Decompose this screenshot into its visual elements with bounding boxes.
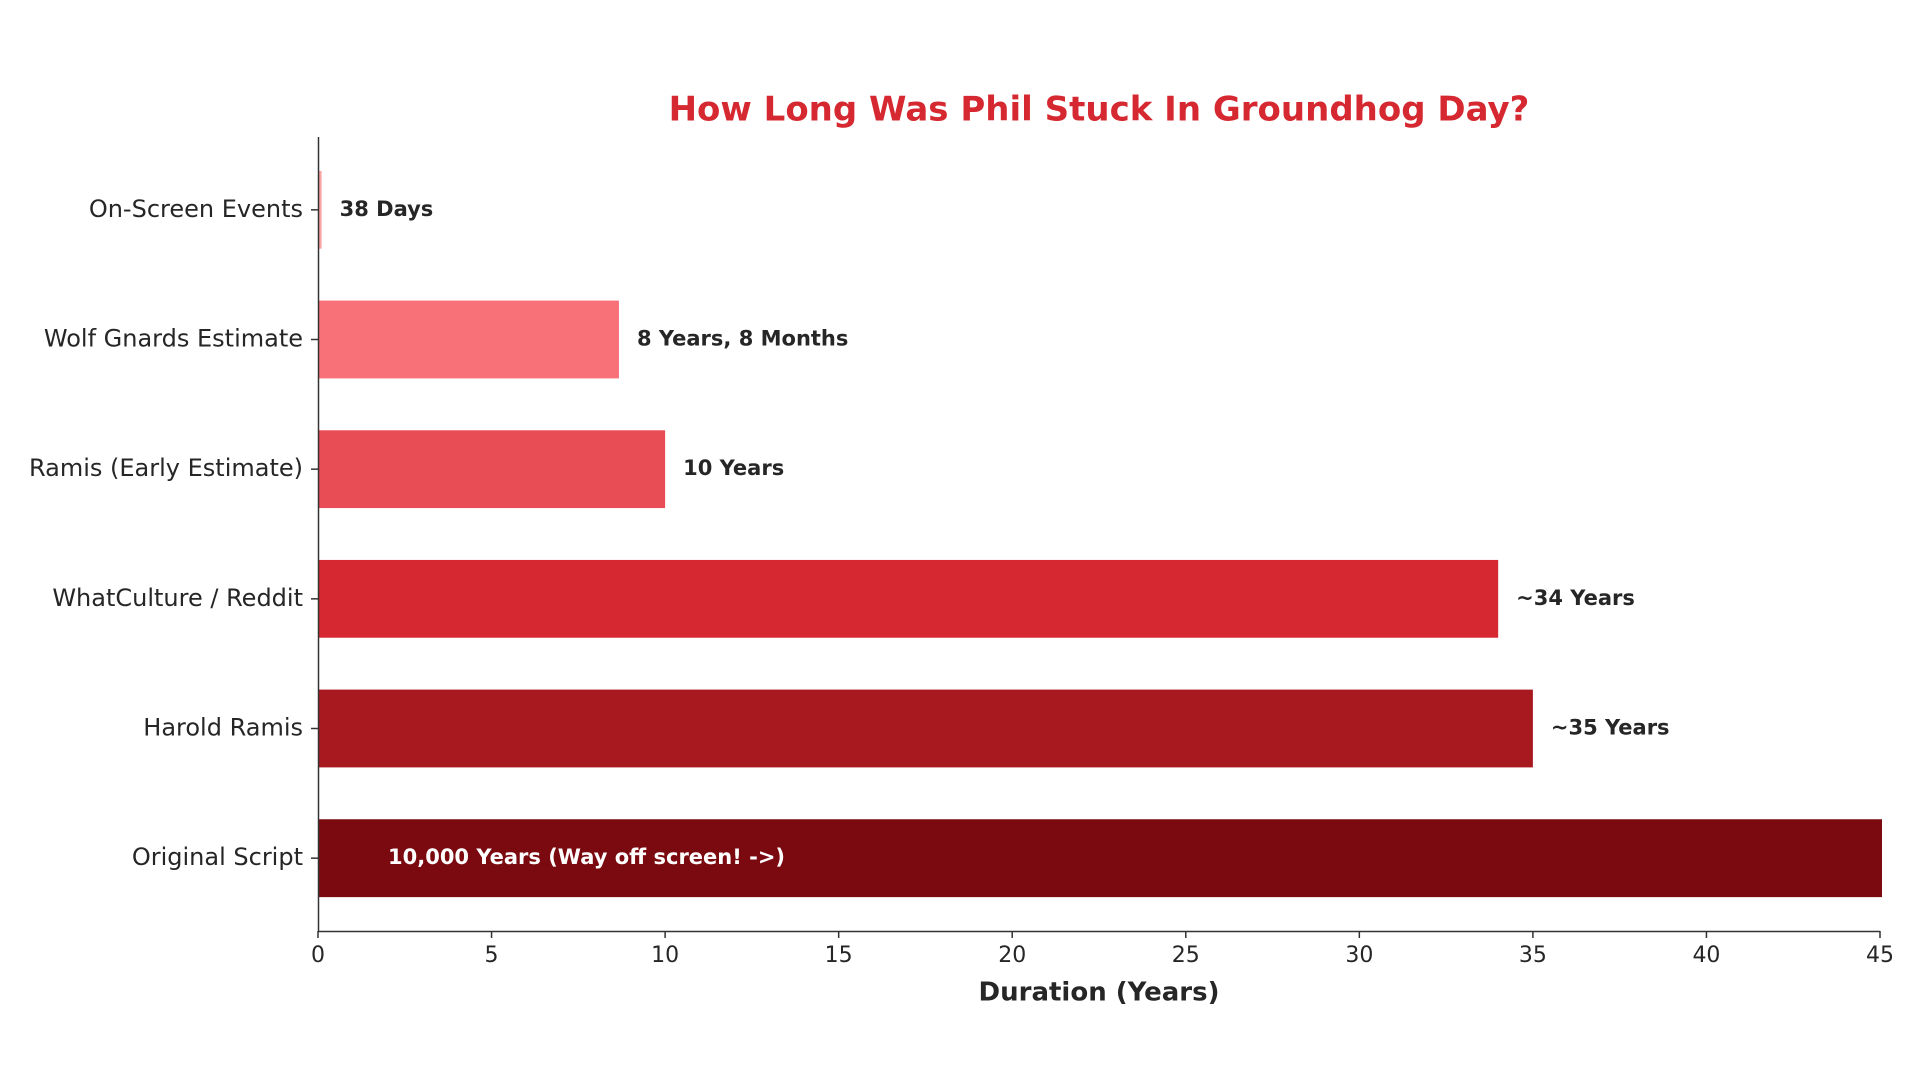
x-tick-label: 30 — [1345, 943, 1373, 968]
x-tick-label: 45 — [1866, 943, 1894, 968]
x-tick-label: 15 — [825, 943, 853, 968]
y-tick-label: On-Screen Events — [89, 195, 303, 223]
x-tick-label: 20 — [998, 943, 1026, 968]
x-tick-label: 25 — [1172, 943, 1200, 968]
bar — [318, 559, 1499, 638]
x-tick-label: 35 — [1519, 943, 1547, 968]
y-tick-label: Ramis (Early Estimate) — [29, 454, 303, 482]
plot-area — [318, 170, 1882, 898]
bar-value-label: 8 Years, 8 Months — [637, 327, 848, 351]
bar-value-label: 38 Days — [340, 197, 434, 221]
bar-value-label: ~35 Years — [1551, 716, 1670, 740]
y-tick-label: Wolf Gnards Estimate — [44, 325, 303, 353]
y-tick-label: WhatCulture / Reddit — [52, 584, 303, 612]
chart-title: How Long Was Phil Stuck In Groundhog Day… — [669, 90, 1530, 130]
bar — [318, 430, 666, 509]
bar — [318, 819, 1882, 898]
bar — [318, 300, 619, 379]
y-tick-label: Harold Ramis — [143, 714, 303, 742]
bar — [318, 170, 322, 249]
x-tick-label: 10 — [651, 943, 679, 968]
bar — [318, 689, 1533, 768]
x-axis-label: Duration (Years) — [979, 978, 1220, 1008]
bar-value-label: 10,000 Years (Way off screen! ->) — [388, 845, 785, 869]
bar-value-label: 10 Years — [683, 456, 784, 480]
x-tick-label: 0 — [311, 943, 325, 968]
bar-value-label: ~34 Years — [1516, 586, 1635, 610]
x-tick-label: 5 — [485, 943, 499, 968]
x-tick-label: 40 — [1692, 943, 1720, 968]
y-tick-label: Original Script — [132, 843, 303, 871]
